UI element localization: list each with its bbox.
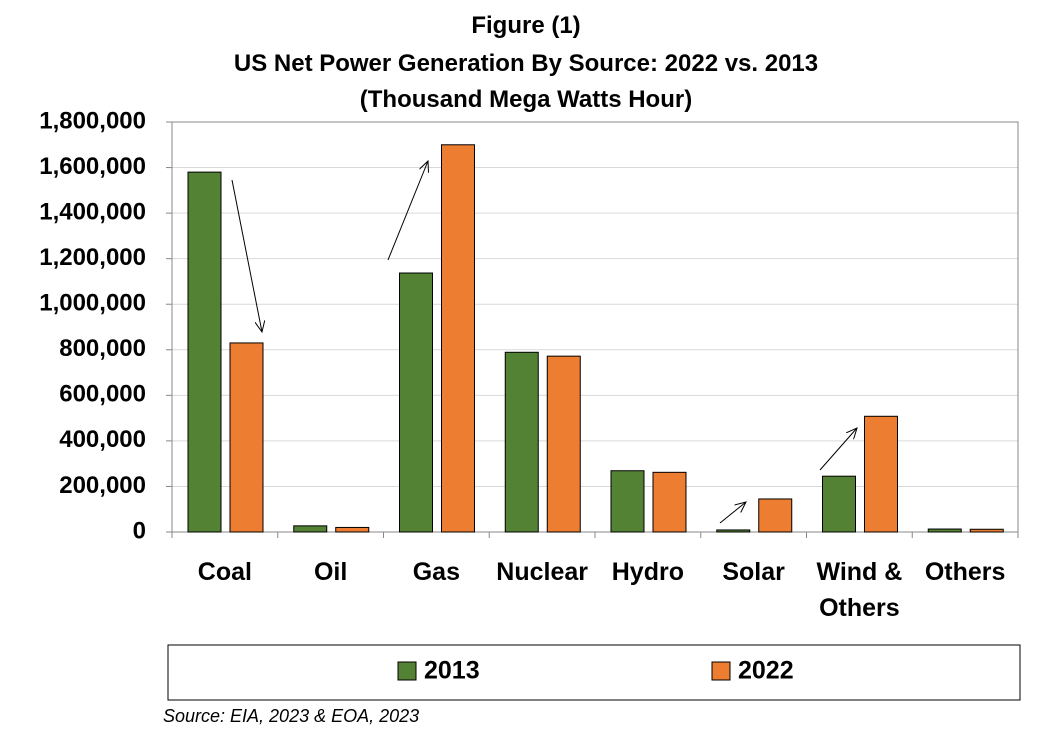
arrow xyxy=(719,502,746,524)
chart-title: Figure (1) xyxy=(471,12,581,39)
x-tick-label: Hydro xyxy=(611,558,684,586)
legend-swatch xyxy=(711,661,731,681)
y-tick-label: 1,200,000 xyxy=(39,244,146,271)
bar xyxy=(229,342,264,533)
bar xyxy=(716,529,751,533)
x-tick-label: Nuclear xyxy=(496,558,588,586)
bar xyxy=(864,415,898,533)
y-tick-label: 400,000 xyxy=(59,426,146,453)
legend-swatch xyxy=(397,661,417,681)
y-tick-label: 0 xyxy=(133,517,146,544)
arrow xyxy=(819,428,857,471)
chart-subtitle: US Net Power Generation By Source: 2022 … xyxy=(233,50,819,77)
arrow xyxy=(231,179,262,332)
x-tick-label: Solar xyxy=(722,558,785,586)
x-tick-label: Others xyxy=(924,558,1006,586)
legend-label: 2013 xyxy=(424,657,480,685)
bar xyxy=(822,475,856,533)
source-note: Source: EIA, 2023 & EOA, 2023 xyxy=(163,706,420,726)
x-tick-label: Oil xyxy=(313,558,348,586)
bar xyxy=(546,355,581,533)
x-tick-label: Gas xyxy=(412,558,460,586)
trend-arrows xyxy=(231,161,857,524)
bar xyxy=(335,526,370,533)
legend-label: 2022 xyxy=(738,657,794,685)
y-tick-label: 1,400,000 xyxy=(39,198,146,225)
y-tick-label: 200,000 xyxy=(59,472,146,499)
unit-label: (Thousand Mega Watts Hour) xyxy=(359,86,693,113)
bar xyxy=(399,272,433,533)
x-tick-label: Wind & Others xyxy=(816,558,903,622)
arrow xyxy=(387,161,428,261)
bar xyxy=(187,171,222,533)
y-tick-label: 1,600,000 xyxy=(39,153,146,180)
y-tick-label: 1,000,000 xyxy=(39,290,146,317)
bar xyxy=(504,351,539,533)
y-tick-label: 800,000 xyxy=(59,335,146,362)
bar xyxy=(969,528,1004,533)
bar xyxy=(758,498,793,533)
bar xyxy=(610,470,645,533)
legend-box xyxy=(167,644,1021,701)
y-tick-label: 1,800,000 xyxy=(39,107,146,134)
bar xyxy=(293,525,328,533)
bar xyxy=(927,528,962,533)
bar xyxy=(441,144,475,533)
x-tick-label: Coal xyxy=(197,558,252,586)
y-tick-label: 600,000 xyxy=(59,381,146,408)
bar xyxy=(652,471,687,533)
